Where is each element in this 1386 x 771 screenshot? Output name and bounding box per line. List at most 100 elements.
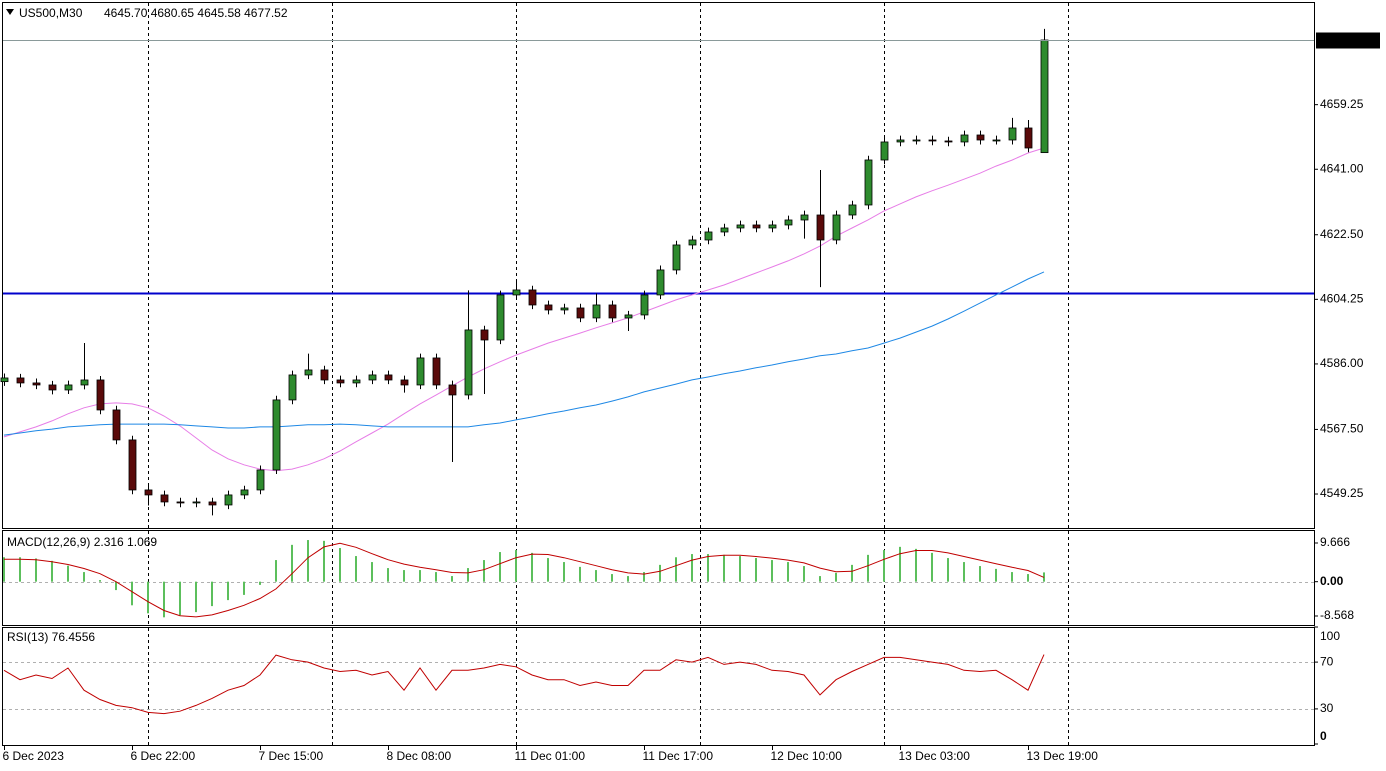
candle-body bbox=[624, 314, 633, 319]
candle-body bbox=[880, 141, 889, 161]
candle-body bbox=[32, 382, 41, 386]
x-tick-label: 8 Dec 08:00 bbox=[387, 749, 452, 763]
macd-bar bbox=[723, 554, 725, 582]
macd-bar bbox=[739, 556, 741, 582]
macd-bar bbox=[931, 552, 933, 582]
y-tick-label: 4549.25 bbox=[1320, 486, 1364, 500]
macd-bar bbox=[659, 564, 661, 582]
y-tick-label: 4641.00 bbox=[1320, 161, 1364, 175]
macd-bar bbox=[947, 558, 949, 582]
candle-body bbox=[768, 224, 777, 229]
y-tick-label: 4604.25 bbox=[1320, 292, 1364, 306]
macd-bar bbox=[419, 570, 421, 582]
candle-body bbox=[800, 214, 809, 221]
candle-body bbox=[656, 269, 665, 296]
rsi-label: RSI(13) 76.4556 bbox=[7, 630, 95, 644]
macd-bar bbox=[387, 568, 389, 582]
macd-bar bbox=[595, 570, 597, 582]
candle-body bbox=[976, 134, 985, 141]
macd-bar bbox=[771, 560, 773, 582]
macd-bar bbox=[819, 576, 821, 582]
candle-body bbox=[16, 377, 25, 384]
macd-bar bbox=[323, 540, 325, 582]
candle-body bbox=[64, 384, 73, 391]
macd-bar bbox=[355, 556, 357, 582]
candle-body bbox=[112, 409, 121, 441]
macd-bar bbox=[579, 566, 581, 582]
macd-bar bbox=[243, 581, 245, 595]
candle-body bbox=[1040, 39, 1049, 154]
macd-bar bbox=[3, 557, 5, 582]
macd-bar bbox=[259, 581, 261, 585]
candle-body bbox=[288, 374, 297, 401]
candle-body bbox=[208, 501, 217, 506]
candle-body bbox=[416, 357, 425, 386]
x-tick-label: 13 Dec 19:00 bbox=[1027, 749, 1099, 763]
menu-triangle[interactable] bbox=[6, 9, 14, 15]
candle-body bbox=[960, 134, 969, 143]
candle-body bbox=[496, 294, 505, 341]
candle-body bbox=[0, 377, 9, 383]
x-tick-label: 11 Dec 01:00 bbox=[515, 749, 586, 763]
candle-body bbox=[432, 357, 441, 386]
macd-bar bbox=[531, 552, 533, 582]
pane-frame bbox=[2, 2, 1315, 529]
y-tick-label: 0 bbox=[1320, 729, 1327, 743]
pane-frame bbox=[2, 627, 1315, 746]
macd-bar bbox=[515, 550, 517, 582]
candle-body bbox=[1008, 127, 1017, 141]
candle-body bbox=[944, 140, 953, 143]
y-tick-label: 4659.25 bbox=[1320, 97, 1364, 111]
y-tick-label: 70 bbox=[1320, 654, 1334, 668]
pane-frame bbox=[2, 530, 1315, 626]
macd-bar bbox=[435, 572, 437, 582]
macd-bar bbox=[979, 566, 981, 582]
y-tick-label: 0.00 bbox=[1320, 574, 1344, 588]
x-tick-label: 6 Dec 2023 bbox=[3, 749, 65, 763]
candle-body bbox=[592, 304, 601, 319]
macd-bar bbox=[547, 558, 549, 582]
candle-body bbox=[256, 469, 265, 491]
macd-bar bbox=[835, 572, 837, 582]
macd-bar bbox=[195, 581, 197, 613]
candle-body bbox=[48, 384, 57, 391]
macd-bar bbox=[307, 540, 309, 582]
bid-label-box bbox=[1316, 32, 1380, 49]
rsi-line bbox=[3, 654, 1045, 715]
candle-body bbox=[480, 329, 489, 341]
macd-bar bbox=[883, 550, 885, 582]
candle-body bbox=[336, 379, 345, 384]
candle-body bbox=[576, 307, 585, 319]
macd-bar bbox=[339, 548, 341, 582]
candle-body bbox=[736, 224, 745, 229]
x-tick-label: 7 Dec 15:00 bbox=[259, 749, 324, 763]
candle-body bbox=[608, 304, 617, 319]
macd-bar bbox=[179, 581, 181, 616]
macd-bar bbox=[403, 570, 405, 582]
candle-body bbox=[400, 379, 409, 386]
macd-bar bbox=[483, 560, 485, 582]
candle-body bbox=[384, 374, 393, 381]
macd-bar bbox=[899, 546, 901, 582]
candle-body bbox=[912, 139, 921, 142]
x-tick-label: 6 Dec 22:00 bbox=[131, 749, 196, 763]
candle-body bbox=[992, 139, 1001, 142]
macd-bar bbox=[691, 554, 693, 582]
candle-body bbox=[160, 494, 169, 503]
macd-bar bbox=[371, 562, 373, 582]
candle-body bbox=[720, 227, 729, 233]
macd-bar bbox=[51, 560, 53, 582]
candle-body bbox=[80, 379, 89, 386]
candle-body bbox=[144, 489, 153, 496]
candle-body bbox=[752, 224, 761, 229]
macd-bar bbox=[803, 566, 805, 582]
candle-body bbox=[528, 289, 537, 306]
macd-bar bbox=[915, 548, 917, 582]
macd-signal bbox=[4, 542, 1045, 618]
macd-bar bbox=[867, 554, 869, 582]
y-tick-label: 9.666 bbox=[1320, 535, 1350, 549]
macd-bar bbox=[211, 581, 213, 607]
y-tick-label: 4586.00 bbox=[1320, 356, 1364, 370]
macd-bar bbox=[467, 568, 469, 582]
